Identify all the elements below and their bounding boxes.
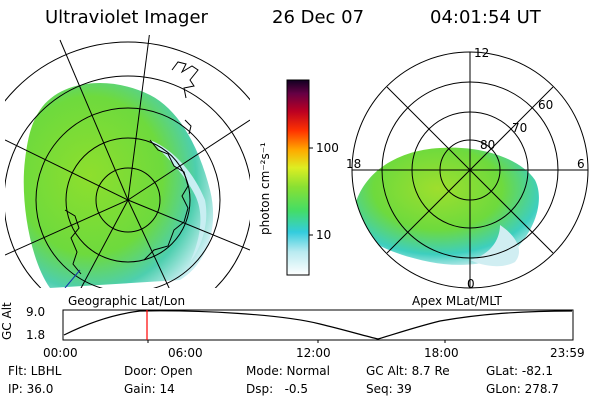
info-gcalt: GC Alt: 8.7 Re <box>366 364 450 378</box>
mlat-label-70: 70 <box>512 121 528 135</box>
mlt-label-12: 12 <box>474 46 490 60</box>
mlat-label-60: 60 <box>538 98 554 112</box>
mlt-label-0: 0 <box>467 277 475 291</box>
x-tick-1800: 18:00 <box>424 346 459 360</box>
x-tick-2359: 23:59 <box>550 346 585 360</box>
colorbar-tick-100: 100 <box>316 141 339 155</box>
info-door: Door: Open <box>124 364 193 378</box>
info-ip: IP: 36.0 <box>8 382 54 396</box>
instrument-title: Ultraviolet Imager <box>45 7 208 28</box>
altitude-ymax: 9.0 <box>26 305 46 319</box>
left-panel-caption: Geographic Lat/Lon <box>68 294 186 308</box>
info-glon: GLon: 278.7 <box>486 382 559 396</box>
info-dsp: Dsp: -0.5 <box>246 382 309 396</box>
info-seq: Seq: 39 <box>366 382 412 396</box>
info-glat: GLat: -82.1 <box>486 364 553 378</box>
date-label: 26 Dec 07 <box>272 7 365 28</box>
x-tick-0000: 00:00 <box>43 346 78 360</box>
info-gain: Gain: 14 <box>124 382 175 396</box>
mlt-label-6: 6 <box>577 157 585 171</box>
x-tick-1200: 12:00 <box>296 346 331 360</box>
colorbar <box>286 79 310 276</box>
info-mode: Mode: Normal <box>246 364 330 378</box>
colorbar-tick-10: 10 <box>316 228 332 242</box>
altitude-ylabel: GC Alt <box>0 302 14 340</box>
altitude-curve <box>63 310 573 340</box>
mlat-label-80: 80 <box>480 138 496 152</box>
geographic-image <box>5 35 250 288</box>
right-panel-caption: Apex MLat/MLT <box>412 294 502 308</box>
time-label: 04:01:54 UT <box>430 7 541 28</box>
x-tick-0600: 06:00 <box>168 346 203 360</box>
info-flt: Flt: LBHL <box>8 364 62 378</box>
right-magnetic-panel <box>351 51 589 289</box>
mlt-label-18: 18 <box>346 157 362 171</box>
altitude-ymin: 1.8 <box>26 328 46 342</box>
colorbar-unit-label: photon cm⁻²s⁻¹ <box>258 142 272 235</box>
